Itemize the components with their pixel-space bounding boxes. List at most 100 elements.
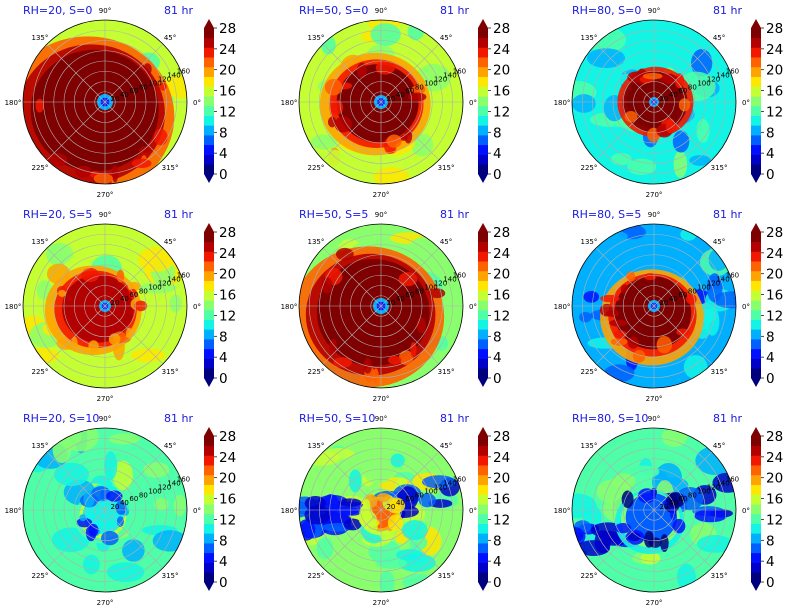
colorbar-segment	[478, 368, 488, 379]
azimuth-tick-label: 225°	[32, 164, 49, 172]
polar-frame	[571, 223, 737, 389]
radial-tick-label: 160	[177, 272, 190, 280]
colorbar-tick-label: 16	[766, 492, 783, 508]
colorbar-segment	[204, 465, 214, 476]
contour-fill	[100, 489, 107, 501]
colorbar-extend-min	[204, 378, 214, 387]
radial-tick-label: 140	[443, 72, 456, 80]
colorbar-tick-label: 4	[493, 350, 502, 366]
radial-tick-label: 120	[158, 75, 171, 83]
colorbar-extend-min	[751, 174, 761, 183]
colorbar-segment	[751, 144, 761, 155]
colorbar-tick-label: 8	[766, 533, 775, 549]
colorbar-tick-label: 12	[219, 512, 236, 528]
colorbar-segment	[478, 251, 488, 262]
azimuth-tick-label: 90°	[648, 211, 660, 219]
colorbar-segment	[751, 436, 761, 447]
colorbar-tick-label: 12	[766, 512, 783, 528]
azimuth-tick-label: 0°	[742, 507, 750, 515]
contour-fill	[316, 537, 334, 560]
angular-gridline	[380, 43, 440, 103]
colorbar-segment	[478, 300, 488, 311]
contour-fill	[131, 348, 166, 363]
contour-fill	[372, 368, 379, 384]
panel-title: RH=80, S=10	[572, 412, 648, 425]
angular-gridline	[653, 451, 713, 511]
azimuth-tick-label: 45°	[440, 238, 452, 246]
contour-fill	[338, 498, 362, 507]
panel-time: 81 hr	[164, 208, 193, 221]
azimuth-tick-label: 135°	[308, 238, 325, 246]
panel-time: 81 hr	[713, 412, 742, 425]
azimuth-tick-label: 90°	[375, 7, 387, 15]
contour-fill	[400, 134, 408, 141]
colorbar-extend-min	[478, 378, 488, 387]
radial-tick-label: 20	[386, 503, 395, 511]
radial-tick-label: 140	[716, 72, 729, 80]
colorbar-extend-max	[204, 19, 214, 28]
azimuth-tick-label: 270°	[97, 395, 114, 403]
angular-gridline	[595, 43, 655, 103]
radial-tick-label: 80	[415, 491, 424, 499]
contour-fill	[90, 578, 129, 592]
contour-fill	[609, 319, 628, 327]
colorbar-tick-label: 16	[219, 492, 236, 508]
angular-gridline	[380, 101, 440, 161]
contour-fill	[620, 284, 629, 294]
angular-gridline	[104, 247, 164, 307]
colorbar-segment	[478, 37, 488, 48]
colorbar-segment	[751, 465, 761, 476]
radial-tick-label: 160	[726, 68, 739, 76]
colorbar-segment	[478, 241, 488, 252]
panel-time: 81 hr	[164, 4, 193, 17]
azimuth-tick-label: 0°	[742, 303, 750, 311]
colorbar-tick-label: 28	[493, 429, 510, 445]
radial-tick-label: 60	[129, 291, 138, 299]
contour-fill	[154, 497, 169, 511]
colorbar-segment	[751, 572, 761, 583]
radial-tick-label: 100	[148, 487, 161, 495]
panel-time: 81 hr	[440, 4, 469, 17]
azimuth-tick-label: 270°	[373, 395, 390, 403]
contour-fill	[660, 534, 669, 552]
colorbar-tick-label: 0	[219, 167, 228, 183]
contour-fill	[612, 473, 636, 489]
contour-fill	[169, 294, 182, 313]
radial-tick-label: 120	[434, 75, 447, 83]
radial-tick-label: 160	[453, 272, 466, 280]
colorbar-segment	[751, 115, 761, 126]
angular-gridline	[653, 509, 713, 569]
colorbar-segment	[751, 348, 761, 359]
colorbar-tick-label: 16	[493, 492, 510, 508]
colorbar-tick-label: 0	[766, 371, 775, 387]
colorbar-segment	[204, 232, 214, 243]
azimuth-tick-label: 315°	[438, 164, 455, 172]
azimuth-tick-label: 270°	[646, 599, 663, 607]
angular-gridline	[46, 247, 106, 307]
colorbar-tick-label: 0	[493, 167, 502, 183]
colorbar-extend-min	[478, 174, 488, 183]
colorbar-segment	[204, 241, 214, 252]
contour-fill	[600, 294, 620, 303]
azimuth-tick-label: 0°	[742, 99, 750, 107]
radial-tick-label: 140	[716, 276, 729, 284]
contour-fill	[138, 282, 177, 294]
angular-gridline	[653, 43, 713, 103]
contour-fill	[356, 62, 367, 79]
colorbar-tick-label: 4	[219, 554, 228, 570]
radial-tick-label: 20	[659, 299, 668, 307]
azimuth-tick-label: 45°	[713, 238, 725, 246]
colorbar: 0 4 8 12 16 20 24 28	[478, 223, 510, 387]
colorbar-tick-label: 20	[766, 63, 783, 79]
contour-fill	[62, 274, 134, 343]
radial-tick-label: 120	[434, 483, 447, 491]
angular-gridline	[46, 43, 106, 103]
colorbar-tick-label: 20	[766, 267, 783, 283]
contour-fill	[642, 72, 663, 80]
radial-tick-label: 20	[110, 503, 119, 511]
colorbar-segment	[204, 484, 214, 495]
colorbar-segment	[204, 47, 214, 58]
colorbar-segment	[751, 47, 761, 58]
